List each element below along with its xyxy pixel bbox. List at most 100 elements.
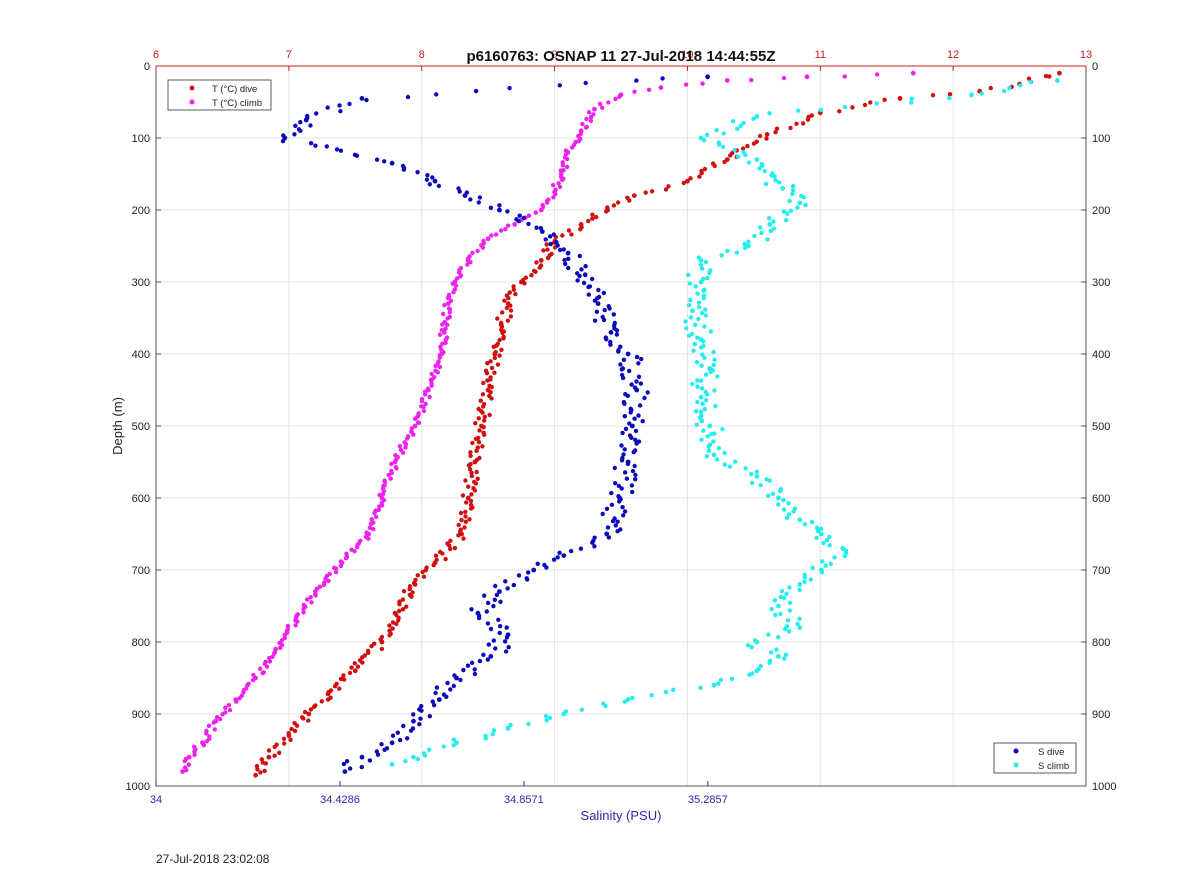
x-tick-label-top-9: 9 [552, 49, 558, 61]
point-t-c-dive-interp [468, 506, 474, 511]
point-t-c-dive-3 [897, 96, 903, 101]
point-s-dive-interp [586, 284, 591, 290]
point-t-c-dive-interp [480, 444, 485, 449]
legend-salinity: S dive S climb [993, 742, 1077, 774]
point-s-climb-interp [491, 728, 497, 733]
point-t-c-dive-interp [627, 198, 632, 203]
point-s-climb-25 [797, 625, 803, 630]
point-s-dive-interp [621, 513, 626, 518]
point-s-climb-interp [699, 345, 704, 350]
point-s-dive-interp [434, 92, 439, 97]
point-s-climb-interp [711, 362, 716, 368]
point-s-dive-interp [347, 101, 352, 107]
point-s-climb-interp [694, 422, 699, 427]
point-t-c-dive-interp [529, 273, 534, 278]
data-points [180, 70, 1062, 778]
point-t-c-climb-interp [377, 492, 382, 498]
point-s-dive-interp [431, 703, 437, 708]
point-s-dive-interp [344, 759, 350, 764]
point-s-dive-interp [636, 361, 641, 366]
point-s-dive-interp [308, 141, 314, 146]
point-s-dive-interp [618, 344, 623, 349]
point-t-c-dive-interp [757, 133, 763, 139]
point-t-c-dive-interp [282, 741, 287, 746]
point-s-climb-interp [773, 612, 778, 618]
point-t-c-dive-interp [590, 216, 595, 221]
point-t-c-dive-interp [341, 673, 346, 678]
point-s-climb-interp [701, 339, 706, 344]
point-t-c-climb-interp [421, 404, 426, 410]
point-t-c-dive-interp [862, 102, 868, 108]
point-t-c-dive-interp [472, 488, 478, 493]
point-s-climb-interp [827, 543, 832, 548]
point-s-climb-1 [969, 92, 974, 98]
point-s-climb-interp [691, 348, 696, 353]
point-s-dive-interp [492, 597, 497, 602]
point-t-c-dive-interp [397, 608, 402, 614]
legend-salinity-box [993, 742, 1077, 774]
point-s-climb-interp [701, 296, 706, 301]
point-t-c-dive-interp [459, 517, 464, 523]
point-t-c-climb-interp [425, 386, 431, 391]
point-s-climb-interp [708, 329, 714, 334]
point-t-c-climb-interp [433, 363, 438, 369]
legend-t-climb-marker [189, 99, 195, 105]
point-t-c-climb-interp [234, 699, 239, 704]
y-tick-label-left-900: 900 [132, 709, 150, 721]
point-t-c-dive-interp [489, 384, 494, 390]
point-s-dive-interp [465, 663, 471, 668]
point-s-dive-interp [620, 430, 625, 436]
point-s-dive-interp [544, 565, 549, 570]
point-s-dive-interp [621, 357, 627, 362]
point-s-climb-7 [767, 222, 773, 227]
point-s-climb-interp [712, 357, 717, 362]
point-t-c-dive-interp [355, 664, 361, 669]
point-s-climb-30 [625, 697, 631, 702]
y-tick-label-right-1000: 1000 [1092, 781, 1116, 793]
point-s-dive-interp [592, 298, 598, 303]
point-t-c-climb-interp [613, 96, 618, 102]
point-t-c-climb-interp [443, 326, 448, 331]
point-t-c-dive-interp [433, 553, 439, 558]
point-s-dive-interp [627, 421, 632, 426]
point-t-c-dive-5 [764, 132, 770, 137]
point-t-c-dive-interp [466, 463, 472, 468]
point-s-dive-15 [630, 423, 635, 429]
point-t-c-dive-interp [537, 265, 542, 270]
point-s-dive-interp [503, 579, 508, 584]
point-t-c-dive-interp [505, 318, 511, 323]
point-s-dive-interp [551, 232, 556, 237]
point-t-c-climb-11 [512, 222, 518, 227]
x-tick-label-top-13: 13 [1080, 49, 1092, 61]
point-s-dive-interp [526, 570, 531, 575]
point-s-climb-interp [784, 218, 789, 223]
point-s-climb-interp [722, 462, 727, 467]
point-s-climb-interp [790, 183, 796, 189]
point-t-c-dive-interp [474, 457, 480, 463]
point-s-dive-interp [615, 519, 620, 524]
point-t-c-dive-interp [930, 93, 936, 98]
point-t-c-dive-interp [255, 767, 260, 772]
point-t-c-climb-interp [544, 200, 550, 205]
point-s-dive-interp [568, 548, 574, 554]
point-t-c-dive-interp [488, 390, 493, 395]
point-s-dive-interp [583, 80, 588, 86]
point-t-c-climb-interp [368, 521, 374, 527]
point-s-climb-interp [703, 313, 709, 318]
point-s-climb-interp [732, 147, 737, 153]
point-s-climb-35 [389, 762, 395, 767]
point-s-climb-14 [698, 394, 704, 400]
point-t-c-climb-interp [372, 510, 377, 516]
point-s-dive-interp [430, 175, 435, 180]
point-t-c-climb-interp [465, 256, 471, 261]
point-s-climb-interp [692, 341, 698, 347]
point-s-climb-interp [819, 570, 825, 575]
point-t-c-dive-interp [352, 661, 357, 666]
point-t-c-dive-interp [387, 633, 392, 638]
point-t-c-dive-interp [493, 350, 498, 355]
point-t-c-dive-interp [489, 365, 495, 371]
point-s-dive-interp [634, 78, 639, 83]
point-s-dive-29 [359, 754, 365, 760]
point-s-dive-interp [645, 390, 650, 395]
point-s-climb-interp [747, 672, 752, 677]
